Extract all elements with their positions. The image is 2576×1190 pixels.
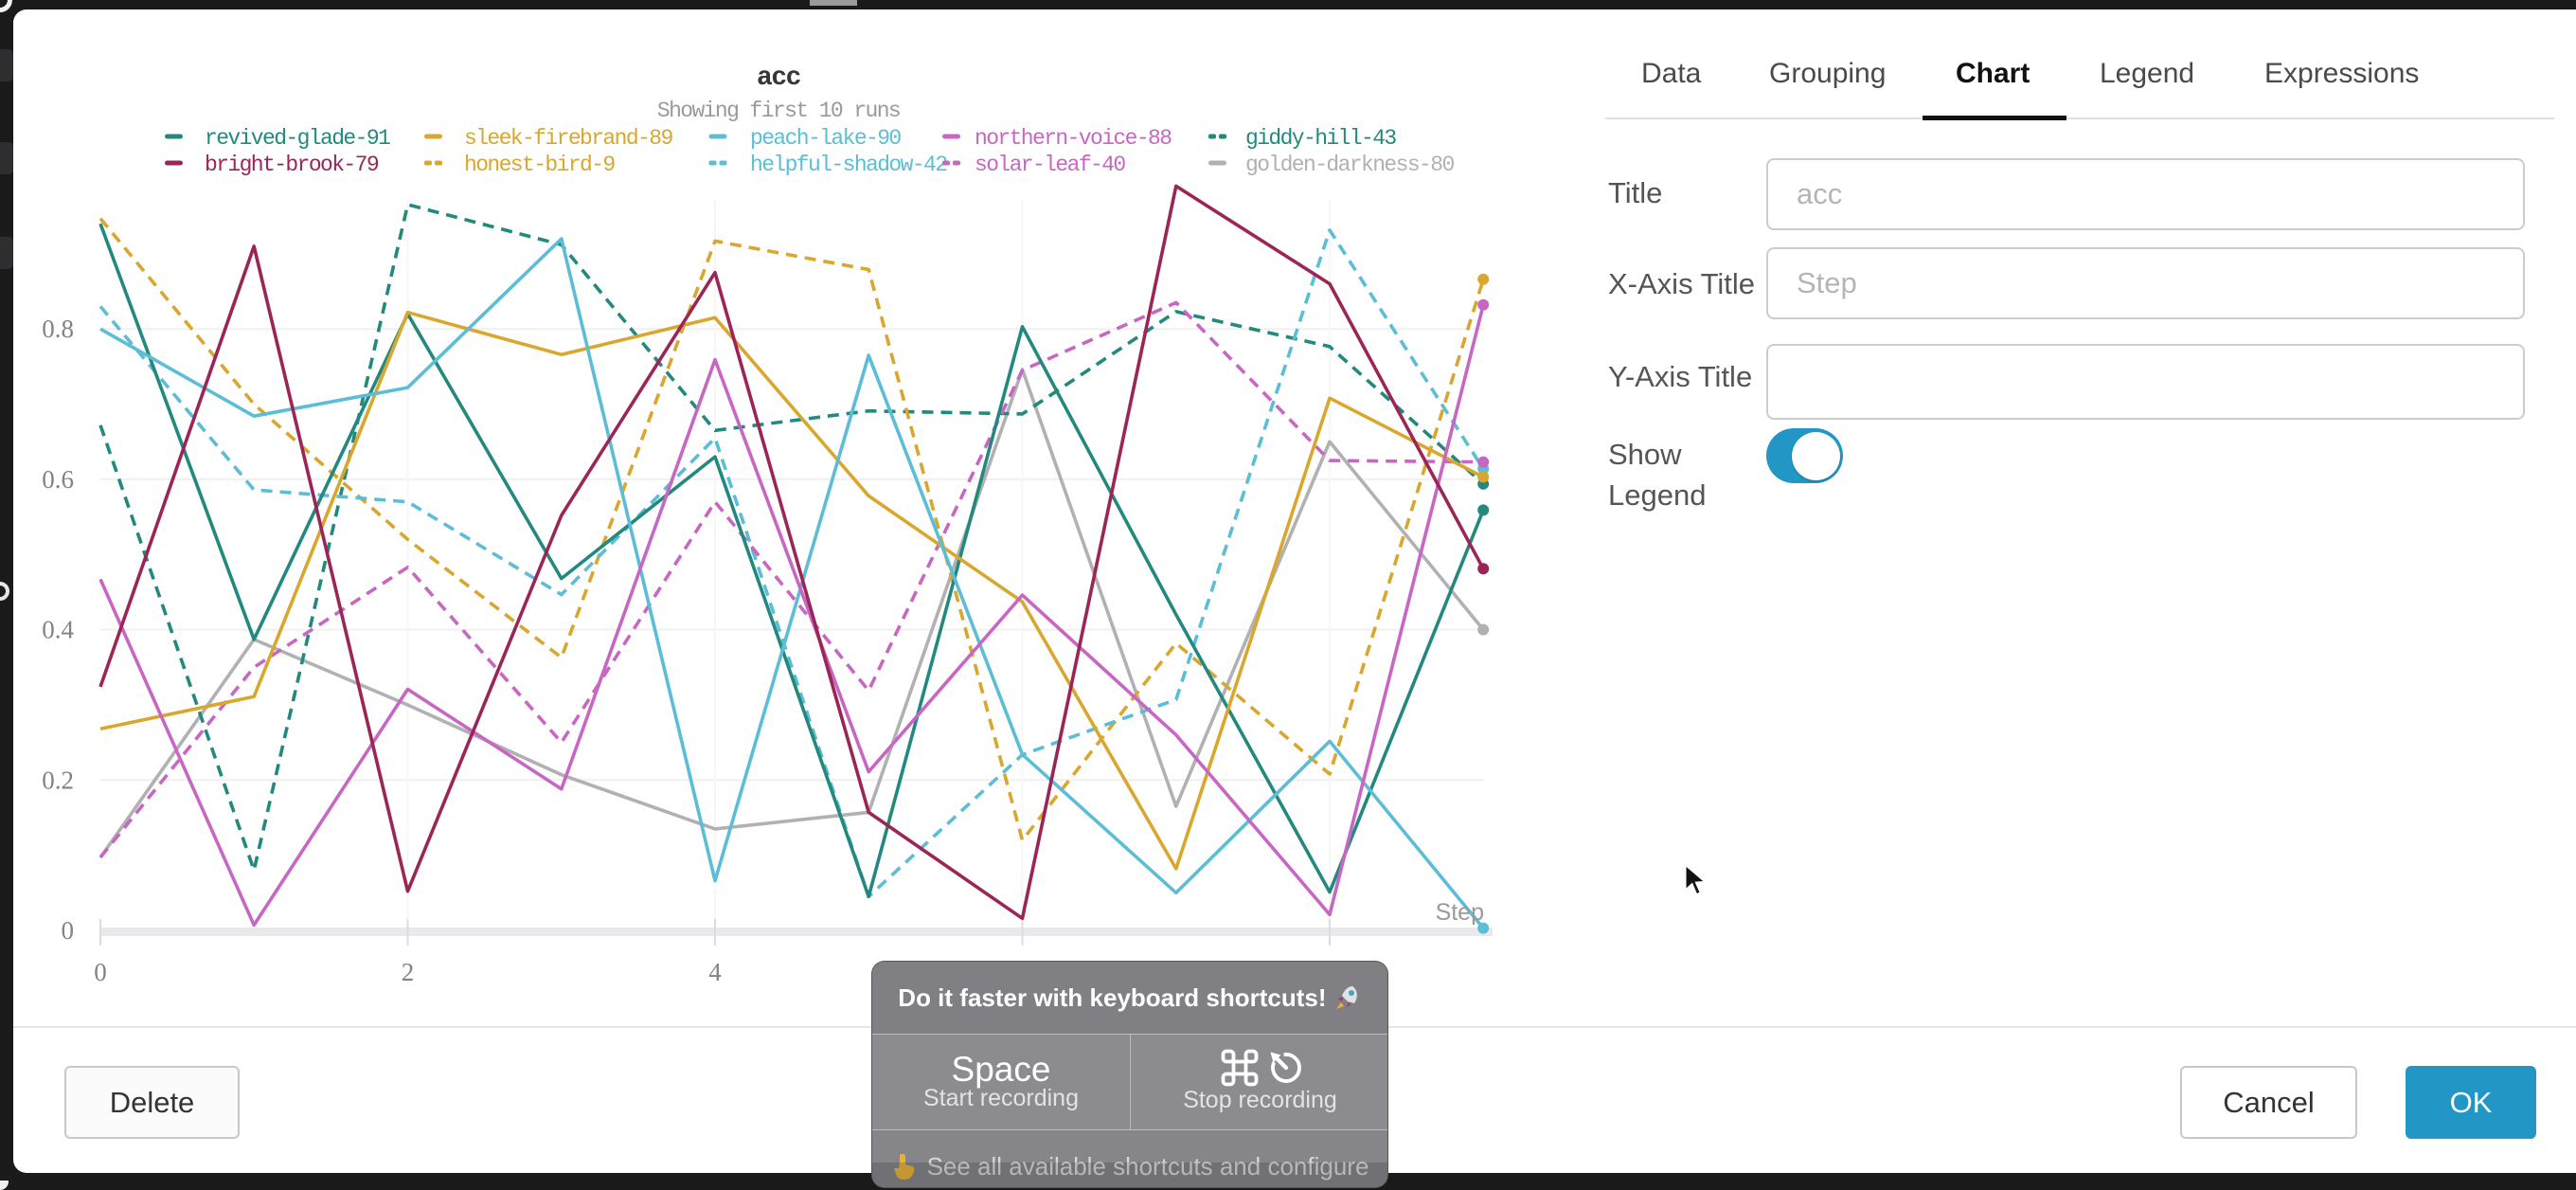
svg-text:0.6: 0.6 — [42, 465, 74, 494]
svg-text:bright-brook-79: bright-brook-79 — [205, 153, 379, 177]
svg-text:northern-voice-88: northern-voice-88 — [975, 126, 1172, 151]
svg-text:peach-lake-90: peach-lake-90 — [750, 126, 901, 151]
svg-text:0.2: 0.2 — [42, 766, 74, 794]
svg-text:acc: acc — [757, 63, 801, 93]
svg-text:sleek-firebrand-89: sleek-firebrand-89 — [464, 126, 672, 151]
svg-text:revived-glade-91: revived-glade-91 — [205, 126, 390, 151]
svg-text:0: 0 — [94, 958, 107, 986]
svg-text:Showing first 10 runs: Showing first 10 runs — [657, 99, 900, 123]
svg-text:solar-leaf-40: solar-leaf-40 — [975, 153, 1125, 177]
svg-text:0.8: 0.8 — [42, 315, 74, 343]
svg-text:honest-bird-9: honest-bird-9 — [464, 153, 615, 177]
svg-text:golden-darkness-80: golden-darkness-80 — [1245, 153, 1454, 177]
svg-text:4: 4 — [708, 958, 722, 986]
svg-text:Step: Step — [1436, 899, 1484, 926]
svg-text:0.4: 0.4 — [42, 616, 74, 644]
svg-text:2: 2 — [402, 958, 415, 986]
svg-text:giddy-hill-43: giddy-hill-43 — [1245, 126, 1396, 151]
svg-text:0: 0 — [62, 916, 75, 945]
svg-text:helpful-shadow-42: helpful-shadow-42 — [750, 153, 947, 177]
